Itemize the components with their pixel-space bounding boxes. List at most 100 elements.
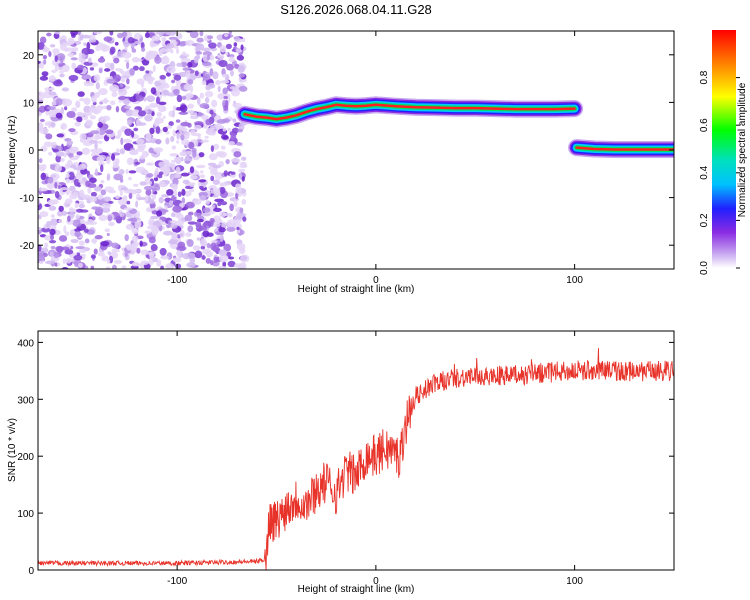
noise-speck (94, 234, 103, 240)
noise-speck (49, 87, 55, 91)
noise-speck (139, 66, 145, 72)
noise-speck (72, 219, 83, 227)
spectrogram-ytick-label: 20 (23, 51, 35, 62)
noise-speck (64, 231, 70, 237)
noise-speck (107, 200, 114, 204)
noise-speck (224, 33, 229, 38)
noise-speck (79, 97, 85, 102)
noise-speck (231, 88, 240, 97)
colorbar-tick-label: 0.2 (699, 213, 710, 227)
noise-speck (67, 52, 75, 58)
noise-speck (67, 153, 74, 158)
noise-speck (48, 151, 53, 156)
noise-speck (101, 255, 109, 262)
noise-speck (218, 227, 226, 233)
noise-speck (121, 71, 128, 76)
noise-speck (148, 180, 152, 186)
noise-speck (225, 158, 230, 165)
noise-speck (50, 121, 56, 128)
noise-speck (83, 61, 93, 66)
noise-speck (151, 224, 158, 233)
noise-speck (55, 112, 63, 119)
noise-speck (120, 90, 127, 96)
noise-speck (165, 72, 172, 77)
noise-speck (104, 68, 111, 72)
noise-speck (54, 55, 58, 62)
noise-speck (62, 98, 73, 107)
noise-speck (207, 162, 217, 166)
noise-speck (38, 244, 42, 252)
noise-speck (155, 126, 161, 134)
noise-speck (70, 238, 79, 243)
noise-speck (120, 137, 124, 145)
noise-speck (145, 133, 152, 141)
noise-speck (143, 185, 153, 191)
noise-speck (239, 164, 248, 168)
noise-speck (116, 32, 124, 39)
noise-speck (151, 193, 156, 198)
noise-speck (212, 168, 218, 176)
noise-speck (187, 211, 194, 216)
noise-speck (90, 130, 100, 135)
noise-speck (196, 97, 201, 106)
noise-speck (201, 80, 207, 86)
noise-speck (171, 159, 177, 163)
noise-speck (126, 78, 130, 85)
noise-speck (217, 54, 225, 59)
noise-speck (100, 179, 105, 184)
noise-speck (78, 179, 84, 184)
noise-speck (76, 208, 84, 213)
noise-speck (227, 127, 232, 132)
noise-speck (111, 91, 118, 98)
noise-speck (160, 265, 164, 269)
noise-speck (112, 160, 119, 169)
noise-speck (199, 174, 206, 179)
noise-speck (148, 221, 155, 225)
noise-speck (202, 61, 212, 67)
noise-speck (180, 121, 190, 127)
noise-speck (201, 139, 210, 143)
noise-speck (56, 262, 61, 266)
snr-xtick-label: 0 (373, 576, 379, 587)
noise-speck (187, 103, 195, 109)
noise-speck (119, 178, 124, 183)
noise-speck (101, 207, 111, 213)
noise-speck (152, 64, 156, 73)
noise-speck (200, 114, 209, 120)
noise-speck (44, 176, 48, 184)
noise-speck (220, 145, 226, 150)
noise-speck (109, 84, 120, 93)
noise-speck (122, 138, 132, 144)
noise-speck (139, 240, 143, 247)
noise-speck (220, 125, 225, 129)
noise-speck (110, 62, 115, 71)
noise-speck (133, 33, 142, 40)
noise-speck (168, 67, 172, 71)
noise-speck (98, 214, 108, 222)
colorbar-label: Normalized spectral amplitude (737, 82, 748, 217)
noise-speck (166, 65, 176, 74)
noise-speck (38, 226, 41, 231)
noise-speck (107, 214, 113, 222)
noise-speck (83, 97, 91, 106)
noise-speck (128, 192, 133, 200)
noise-speck (200, 170, 204, 174)
noise-speck (61, 211, 68, 216)
noise-speck (204, 135, 209, 139)
noise-speck (87, 187, 92, 194)
noise-speck (148, 236, 156, 244)
noise-speck (222, 118, 231, 123)
noise-speck (90, 265, 95, 269)
noise-speck (190, 109, 194, 117)
noise-speck (141, 150, 149, 158)
noise-speck (218, 59, 228, 68)
noise-speck (214, 198, 225, 203)
noise-speck (111, 153, 116, 161)
noise-speck (213, 188, 223, 196)
noise-speck (160, 56, 170, 65)
noise-speck (97, 194, 104, 200)
noise-speck (210, 240, 218, 244)
noise-speck (89, 196, 97, 203)
noise-speck (171, 145, 177, 150)
noise-speck (145, 54, 152, 61)
